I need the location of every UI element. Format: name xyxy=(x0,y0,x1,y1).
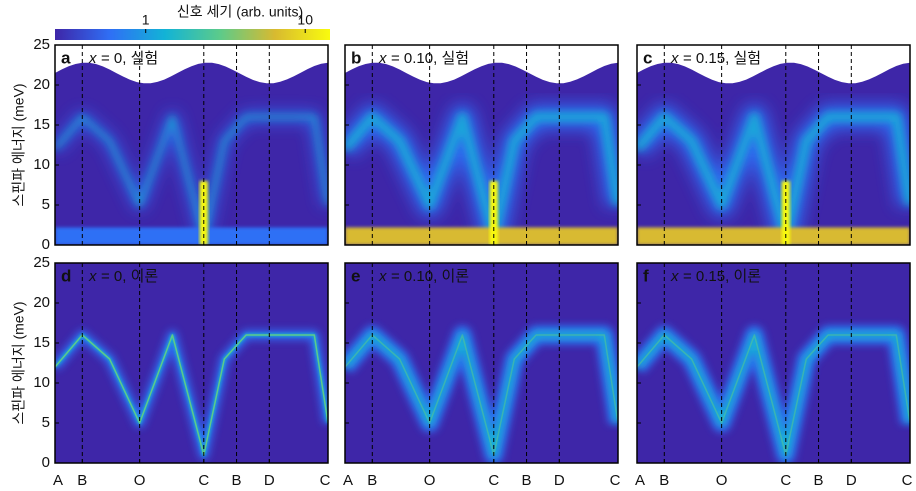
panel-letter: a xyxy=(61,48,71,67)
panel-label: = 0, 이론 xyxy=(101,268,158,285)
heatmap xyxy=(637,45,910,245)
colorbar-title: 신호 세기 (arb. units) xyxy=(177,4,303,20)
elastic-band xyxy=(55,227,328,245)
x-tick-label: A xyxy=(53,472,63,489)
panel-frame xyxy=(636,262,911,464)
panel-variable: x xyxy=(670,50,679,67)
heatmap xyxy=(55,263,328,463)
intensity-band xyxy=(637,112,910,242)
y-tick-label: 0 xyxy=(42,454,50,471)
heatmap xyxy=(345,263,618,463)
panel-frame xyxy=(344,262,619,464)
intensity-core xyxy=(637,334,910,456)
x-tick-label: B xyxy=(77,472,87,489)
intensity-core xyxy=(55,334,328,456)
heatmap xyxy=(345,45,618,245)
elastic-band xyxy=(345,227,618,245)
y-tick-label: 10 xyxy=(33,156,50,173)
y-tick-label: 15 xyxy=(33,334,50,351)
panel-frame xyxy=(54,44,329,246)
panel: f x = 0.15, 이론A B O C B D C xyxy=(635,262,913,489)
elastic-band xyxy=(637,227,910,245)
panel-variable: x xyxy=(670,268,679,285)
y-axis-label: 스핀파 에너지 (meV) xyxy=(11,301,27,424)
panel-label: = 0.10, 실험 xyxy=(391,50,469,67)
x-tick-label: B xyxy=(659,472,669,489)
panel-frame xyxy=(636,44,911,246)
panel-variable: x xyxy=(378,50,387,67)
x-tick-label: C xyxy=(488,472,499,489)
panel-label: = 0.15, 실험 xyxy=(683,50,761,67)
panel-variable: x xyxy=(88,50,97,67)
x-tick-label: C xyxy=(780,472,791,489)
panel-letter: c xyxy=(643,48,652,67)
y-tick-label: 25 xyxy=(33,36,50,53)
x-tick-label: D xyxy=(554,472,565,489)
y-tick-label: 20 xyxy=(33,76,50,93)
intensity-band xyxy=(345,112,618,242)
panel-label: = 0, 실험 xyxy=(101,50,158,67)
x-tick-label: D xyxy=(846,472,857,489)
y-tick-label: 20 xyxy=(33,294,50,311)
x-tick-label: B xyxy=(232,472,242,489)
panel-variable: x xyxy=(378,268,387,285)
colorbar-tick-label: 10 xyxy=(297,12,313,28)
panel: a x = 0, 실험 0 5 10 15 20 25 스핀파 에너지 (meV) xyxy=(11,36,329,253)
y-tick-label: 5 xyxy=(42,414,50,431)
y-tick-label: 15 xyxy=(33,116,50,133)
x-tick-label: O xyxy=(424,472,436,489)
panel-frame xyxy=(344,44,619,246)
x-tick-label: B xyxy=(367,472,377,489)
y-axis-label: 스핀파 에너지 (meV) xyxy=(11,83,27,206)
colorbar-tick-label: 1 xyxy=(142,12,150,28)
panel-letter: d xyxy=(61,266,71,285)
panel-frame xyxy=(54,262,329,464)
y-tick-label: 0 xyxy=(42,236,50,253)
x-tick-label: O xyxy=(134,472,146,489)
y-tick-label: 10 xyxy=(33,374,50,391)
x-tick-label: A xyxy=(343,472,353,489)
x-tick-label: C xyxy=(610,472,621,489)
panel: b x = 0.10, 실험 xyxy=(344,44,619,246)
y-tick-label: 25 xyxy=(33,254,50,271)
panel-variable: x xyxy=(88,268,97,285)
panel-letter: b xyxy=(351,48,361,67)
intensity-band xyxy=(55,115,328,239)
x-tick-label: C xyxy=(902,472,913,489)
no-data-region xyxy=(345,45,618,84)
x-tick-label: B xyxy=(522,472,532,489)
panel-letter: f xyxy=(643,266,649,285)
panel-letter: e xyxy=(351,266,360,285)
x-tick-label: C xyxy=(320,472,331,489)
y-tick-label: 5 xyxy=(42,196,50,213)
no-data-region xyxy=(55,45,328,84)
x-tick-label: D xyxy=(264,472,275,489)
panel-label: = 0.10, 이론 xyxy=(391,268,469,285)
x-tick-label: O xyxy=(716,472,728,489)
x-tick-label: C xyxy=(198,472,209,489)
heatmap xyxy=(637,263,910,463)
x-tick-label: A xyxy=(635,472,645,489)
intensity-core xyxy=(345,334,618,456)
panel: c x = 0.15, 실험 xyxy=(636,44,911,246)
heatmap xyxy=(55,45,328,245)
panel-label: = 0.15, 이론 xyxy=(683,268,761,285)
x-tick-label: B xyxy=(814,472,824,489)
no-data-region xyxy=(637,45,910,84)
colorbar xyxy=(55,29,330,40)
heatmap-background xyxy=(55,263,328,463)
panel: e x = 0.10, 이론A B O C B D C xyxy=(343,262,621,489)
